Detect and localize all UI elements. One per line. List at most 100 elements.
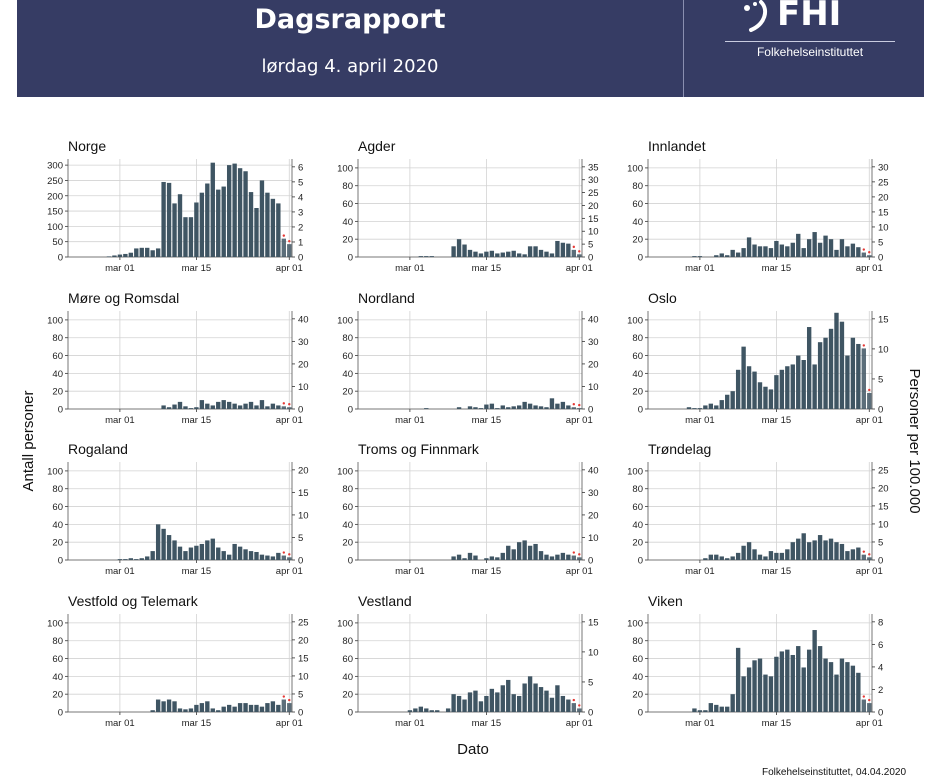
tick-label-bottom: mar 15 (182, 415, 212, 426)
bar (527, 545, 533, 560)
tick-label-left: 20 (342, 387, 353, 398)
bar (188, 408, 194, 409)
bar (757, 554, 763, 560)
bar (254, 405, 259, 409)
bar (145, 556, 150, 560)
tick-label-left: 0 (58, 556, 63, 567)
bar (549, 253, 555, 257)
panel-title: Troms og Finnmark (358, 441, 480, 457)
bar (757, 382, 763, 409)
bar (451, 694, 456, 712)
incomplete-marker (282, 551, 286, 554)
bar (796, 538, 801, 560)
panel-title: Innlandet (648, 138, 706, 154)
bar (746, 542, 752, 560)
incomplete-marker (868, 698, 871, 702)
bar (752, 549, 757, 560)
bar (867, 255, 872, 257)
bar (462, 558, 467, 560)
bar (248, 704, 254, 712)
bar (544, 690, 549, 712)
bar (571, 555, 576, 560)
bar (549, 398, 555, 409)
bar (435, 710, 440, 712)
bar (281, 699, 286, 712)
tick-label-left: 0 (58, 405, 63, 416)
tick-label-left: 20 (52, 538, 63, 549)
tick-label-right: 5 (878, 374, 883, 385)
bar (254, 551, 259, 560)
bar (172, 540, 177, 560)
incomplete-marker (862, 695, 866, 698)
bar (757, 246, 763, 257)
tick-label-bottom: mar 01 (395, 566, 425, 577)
tick-label-left: 0 (348, 405, 353, 416)
bar (790, 242, 795, 257)
bar (139, 558, 144, 560)
bar (692, 256, 697, 257)
bar (226, 704, 232, 712)
bar (199, 192, 205, 257)
incomplete-marker (572, 551, 576, 554)
tick-label-right: 6 (878, 640, 883, 651)
report-title: Dagsrapport (254, 4, 446, 35)
tick-label-right: 0 (298, 405, 303, 416)
bar (473, 555, 478, 560)
bar (806, 542, 812, 560)
tick-label-left: 80 (632, 636, 643, 647)
bar (112, 255, 117, 257)
tick-label-left: 20 (632, 690, 643, 701)
tick-label-left: 100 (627, 315, 643, 326)
bar (796, 233, 801, 257)
tick-label-left: 100 (47, 315, 63, 326)
tick-label-bottom: mar 15 (762, 415, 792, 426)
bar (237, 703, 243, 712)
tick-label-left: 100 (337, 163, 353, 174)
bar (506, 679, 511, 712)
bar (248, 401, 254, 409)
panel-title: Norge (68, 138, 106, 154)
bar (735, 647, 741, 712)
bar (199, 543, 205, 560)
bar (828, 662, 834, 712)
tick-label-right: 5 (588, 240, 593, 251)
bar (735, 552, 741, 560)
fhi-logo-mark-icon (744, 0, 768, 32)
bar (867, 703, 872, 712)
bar (511, 549, 516, 560)
bar (429, 256, 434, 257)
bar (571, 703, 576, 712)
incomplete-marker (578, 704, 581, 707)
tick-label-right: 0 (878, 253, 883, 264)
tick-label-left: 0 (348, 708, 353, 719)
bar (686, 407, 692, 409)
tick-label-bottom: mar 15 (472, 263, 502, 274)
bar (456, 695, 462, 712)
tick-label-right: 40 (588, 465, 599, 476)
tick-label-left: 40 (632, 369, 643, 380)
bar (839, 658, 845, 712)
tick-label-left: 0 (638, 405, 643, 416)
tick-label-right: 3 (298, 207, 303, 218)
tick-label-right: 0 (878, 405, 883, 416)
incomplete-marker (862, 550, 866, 553)
tick-label-right: 15 (588, 214, 599, 225)
bar (473, 407, 478, 409)
bar (714, 255, 719, 257)
bar (161, 528, 166, 560)
bar (467, 406, 473, 409)
tick-label-right: 1 (298, 237, 303, 248)
panel-title: Møre og Romsdal (68, 290, 179, 306)
tick-label-bottom: mar 15 (182, 263, 212, 274)
bar (177, 401, 183, 409)
tick-label-bottom: mar 01 (685, 415, 715, 426)
tick-label-right: 30 (588, 488, 599, 499)
bar (473, 251, 478, 257)
tick-label-left: 60 (632, 199, 643, 210)
